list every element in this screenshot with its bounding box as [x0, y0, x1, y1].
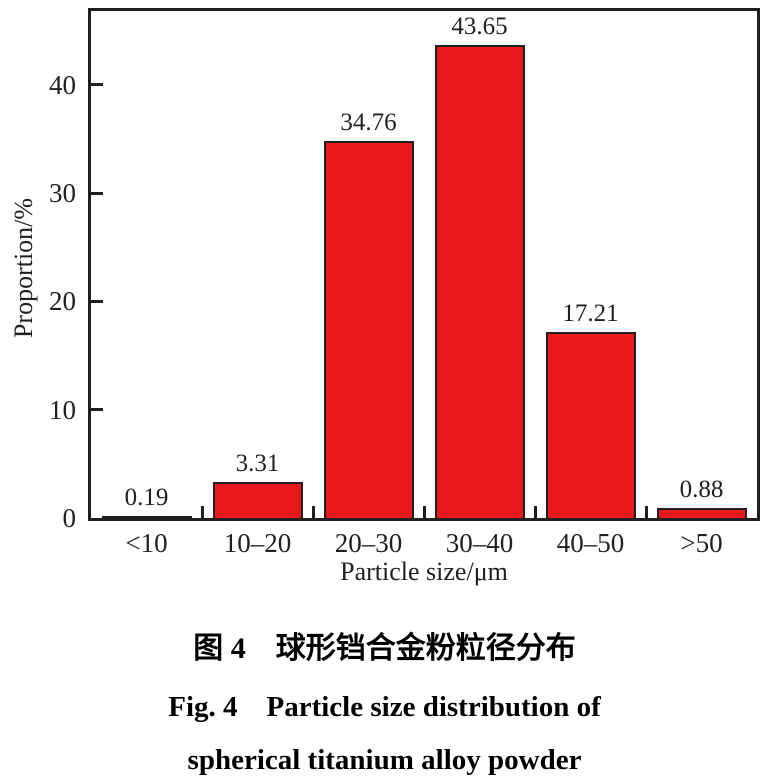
y-tick-label: 20 [49, 286, 76, 317]
bar [545, 332, 636, 518]
bar [656, 508, 747, 518]
x-tick-label: 40–50 [556, 528, 625, 558]
bar-value-label: 0.19 [124, 484, 169, 511]
caption-chinese: 图 4 球形铛合金粉粒径分布 [193, 632, 576, 665]
x-tick-label: 30–40 [445, 528, 514, 558]
bar-value-label: 0.88 [679, 476, 724, 503]
bar [212, 482, 303, 518]
x-axis-tick [644, 506, 648, 518]
caption-english-line1: Fig. 4 Particle size distribution of [168, 691, 601, 723]
x-tick-label: 20–30 [334, 528, 403, 558]
y-axis-tick [91, 83, 103, 87]
x-axis-title: Particle size/μm [340, 557, 508, 586]
x-tick-label: <10 [125, 528, 168, 558]
bar [323, 141, 414, 518]
y-tick-label: 30 [49, 178, 76, 208]
x-axis-tick [311, 506, 315, 518]
x-tick-label: 10–20 [223, 528, 292, 558]
caption-english-line2: spherical titanium alloy powder [187, 744, 582, 776]
x-tick-label: >50 [680, 528, 723, 558]
bar-value-label: 3.31 [235, 450, 280, 477]
x-axis-tick [200, 506, 204, 518]
y-tick-label: 40 [49, 69, 76, 100]
x-axis-tick [533, 506, 537, 518]
bar [101, 516, 192, 518]
y-axis-tick [91, 191, 103, 195]
bar-value-label: 34.76 [340, 109, 397, 136]
x-axis-tick [422, 506, 426, 518]
bar-value-label: 17.21 [562, 300, 619, 327]
y-axis-tick [91, 299, 103, 303]
bar-value-label: 43.65 [451, 13, 508, 40]
y-tick-label: 10 [49, 394, 76, 425]
plot-area: 0.19 3.31 34.76 43.65 17.21 0.88 [88, 8, 760, 521]
y-tick-label: 0 [62, 503, 77, 533]
bar [434, 45, 525, 518]
y-axis-tick [91, 408, 103, 412]
